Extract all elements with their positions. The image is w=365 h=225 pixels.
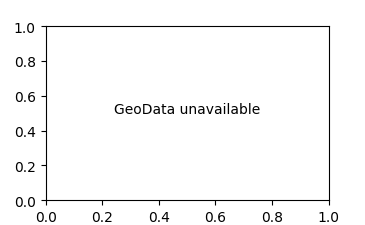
Text: GeoData unavailable: GeoData unavailable <box>114 103 260 117</box>
